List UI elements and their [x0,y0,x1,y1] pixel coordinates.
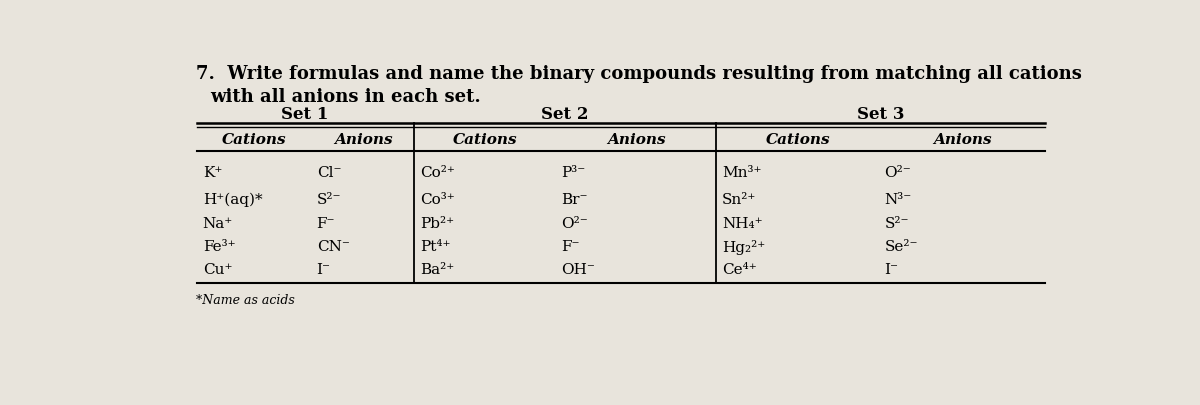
Text: F⁻: F⁻ [560,240,580,254]
Text: O²⁻: O²⁻ [884,165,911,179]
Text: H⁺(aq)*: H⁺(aq)* [203,192,263,206]
Text: K⁺: K⁺ [203,165,222,179]
Text: Set 2: Set 2 [541,106,588,123]
Text: Co³⁺: Co³⁺ [420,192,455,206]
Text: S²⁻: S²⁻ [884,217,908,231]
Text: O²⁻: O²⁻ [560,217,588,231]
Text: Cl⁻: Cl⁻ [317,165,341,179]
Text: Sn²⁺: Sn²⁺ [722,192,756,206]
Text: Br⁻: Br⁻ [560,192,587,206]
Text: OH⁻: OH⁻ [560,263,595,277]
Text: Cations: Cations [452,132,517,147]
Text: Set 1: Set 1 [281,106,329,123]
Text: I⁻: I⁻ [884,263,899,277]
Text: Anions: Anions [334,132,392,147]
Text: *Name as acids: *Name as acids [197,293,295,306]
Text: Mn³⁺: Mn³⁺ [722,165,762,179]
Text: Co²⁺: Co²⁺ [420,165,455,179]
Text: Ce⁴⁺: Ce⁴⁺ [722,263,757,277]
Text: Set 3: Set 3 [857,106,904,123]
Text: Na⁺: Na⁺ [203,217,233,231]
Text: P³⁻: P³⁻ [560,165,586,179]
Text: Pt⁴⁺: Pt⁴⁺ [420,240,450,254]
Text: with all anions in each set.: with all anions in each set. [210,88,481,106]
Text: Fe³⁺: Fe³⁺ [203,240,235,254]
Text: Pb²⁺: Pb²⁺ [420,217,454,231]
Text: CN⁻: CN⁻ [317,240,349,254]
Text: 7.  Write formulas and name the binary compounds resulting from matching all cat: 7. Write formulas and name the binary co… [197,65,1082,83]
Text: Se²⁻: Se²⁻ [884,240,918,254]
Text: Cations: Cations [766,132,830,147]
Text: N³⁻: N³⁻ [884,192,912,206]
Text: Anions: Anions [934,132,992,147]
Text: NH₄⁺: NH₄⁺ [722,217,762,231]
Text: Cations: Cations [222,132,287,147]
Text: F⁻: F⁻ [317,217,335,231]
Text: I⁻: I⁻ [317,263,331,277]
Text: Cu⁺: Cu⁺ [203,263,233,277]
Text: Hg₂²⁺: Hg₂²⁺ [722,239,766,254]
Text: Ba²⁺: Ba²⁺ [420,263,454,277]
Text: Anions: Anions [607,132,666,147]
Text: S²⁻: S²⁻ [317,192,341,206]
